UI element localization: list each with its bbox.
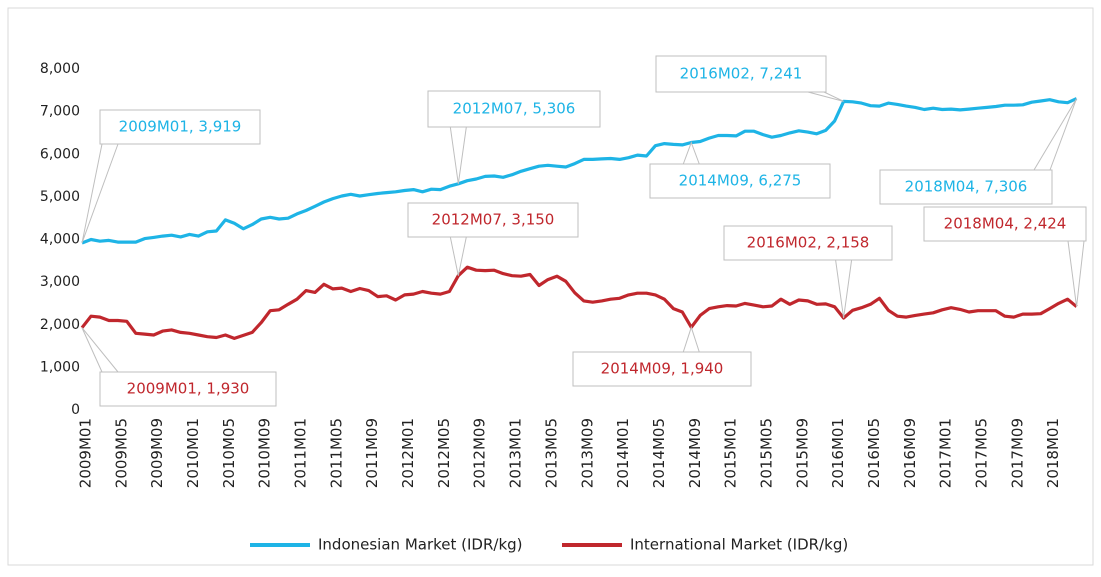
- x-tick-label: 2014M05: [650, 418, 668, 488]
- x-tick-label: 2009M09: [148, 418, 166, 488]
- data-label: 2016M02, 7,241: [680, 65, 803, 83]
- x-tick-label: 2015M05: [757, 418, 775, 488]
- legend-label: International Market (IDR/kg): [630, 536, 848, 554]
- x-tick-label: 2016M05: [865, 418, 883, 488]
- x-tick-label: 2009M05: [112, 418, 130, 488]
- y-tick-label: 3,000: [40, 274, 80, 290]
- callout-pointer: [1033, 98, 1078, 171]
- data-label: 2009M01, 3,919: [119, 118, 242, 136]
- x-tick-label: 2010M09: [256, 418, 274, 488]
- x-tick-label: 2018M01: [1044, 418, 1062, 488]
- x-tick-label: 2011M09: [363, 418, 381, 488]
- data-label: 2012M07, 3,150: [432, 211, 555, 229]
- callout-box: [427, 90, 601, 128]
- callout: 2009M01, 1,930: [81, 327, 277, 407]
- callout: 2012M07, 3,150: [407, 202, 579, 276]
- callout-box: [99, 371, 277, 407]
- callout-pointer: [682, 325, 700, 353]
- callout-box: [572, 351, 752, 387]
- callout-pointer: [81, 327, 119, 373]
- y-tick-label: 1,000: [40, 359, 80, 375]
- callout: 2016M02, 7,241: [655, 55, 844, 102]
- callout-box: [649, 163, 831, 199]
- callout: 2012M07, 5,306: [427, 90, 601, 184]
- legend-label: Indonesian Market (IDR/kg): [318, 536, 523, 554]
- x-tick-label: 2013M09: [578, 418, 596, 488]
- x-tick-label: 2017M05: [973, 418, 991, 488]
- y-tick-label: 2,000: [40, 317, 80, 333]
- x-tick-label: 2010M01: [184, 418, 202, 488]
- series-line: [80, 265, 1078, 340]
- callout-pointer: [81, 143, 119, 244]
- callout-pointer: [449, 126, 467, 184]
- callout: 2014M09, 6,275: [649, 141, 831, 199]
- series-line: [81, 97, 1078, 245]
- x-tick-label: 2011M01: [292, 418, 310, 488]
- callout-box: [723, 225, 893, 261]
- x-tick-label: 2010M05: [220, 418, 238, 488]
- x-tick-label: 2016M09: [901, 418, 919, 488]
- y-tick-label: 0: [71, 402, 80, 418]
- x-tick-label: 2017M01: [937, 418, 955, 488]
- x-tick-label: 2011M05: [327, 418, 345, 488]
- callout: 2014M09, 1,940: [572, 325, 752, 387]
- callout-box: [879, 169, 1053, 205]
- data-label: 2012M07, 5,306: [453, 100, 576, 118]
- callout: 2018M04, 7,306: [879, 98, 1078, 205]
- x-tick-label: 2017M09: [1008, 418, 1026, 488]
- callout-box: [99, 109, 261, 145]
- callout-box: [655, 55, 827, 93]
- y-tick-label: 5,000: [40, 189, 80, 205]
- x-tick-label: 2014M09: [686, 418, 704, 488]
- y-tick-label: 7,000: [40, 104, 80, 120]
- data-label: 2014M09, 6,275: [679, 172, 802, 190]
- callout-box: [923, 206, 1087, 242]
- x-tick-label: 2013M05: [542, 418, 560, 488]
- callout-pointer: [807, 91, 844, 102]
- callout-pointer: [1067, 240, 1085, 307]
- x-tick-label: 2012M01: [399, 418, 417, 488]
- data-label: 2018M04, 2,424: [944, 215, 1067, 233]
- frame: [7, 7, 1094, 566]
- x-tick-label: 2009M01: [77, 418, 95, 488]
- callout: 2016M02, 2,158: [723, 225, 893, 319]
- callout: 2009M01, 3,919: [81, 109, 261, 244]
- x-tick-label: 2012M05: [435, 418, 453, 488]
- callout-box: [407, 202, 579, 238]
- data-label: 2014M09, 1,940: [601, 360, 724, 378]
- x-tick-label: 2014M01: [614, 418, 632, 488]
- x-tick-label: 2012M09: [471, 418, 489, 488]
- y-tick-label: 6,000: [40, 146, 80, 162]
- y-tick-label: 8,000: [40, 61, 80, 77]
- callout-pointer: [449, 236, 467, 276]
- x-tick-label: 2015M09: [793, 418, 811, 488]
- callout-pointer: [682, 141, 700, 165]
- data-label: 2018M04, 7,306: [905, 178, 1028, 196]
- data-label: 2016M02, 2,158: [747, 234, 870, 252]
- callout: 2018M04, 2,424: [923, 206, 1087, 307]
- x-tick-label: 2013M01: [507, 418, 525, 488]
- x-tick-label: 2016M01: [829, 418, 847, 488]
- y-tick-label: 4,000: [40, 232, 80, 248]
- data-label: 2009M01, 1,930: [127, 380, 250, 398]
- callout-pointer: [835, 259, 853, 319]
- x-tick-label: 2015M01: [722, 418, 740, 488]
